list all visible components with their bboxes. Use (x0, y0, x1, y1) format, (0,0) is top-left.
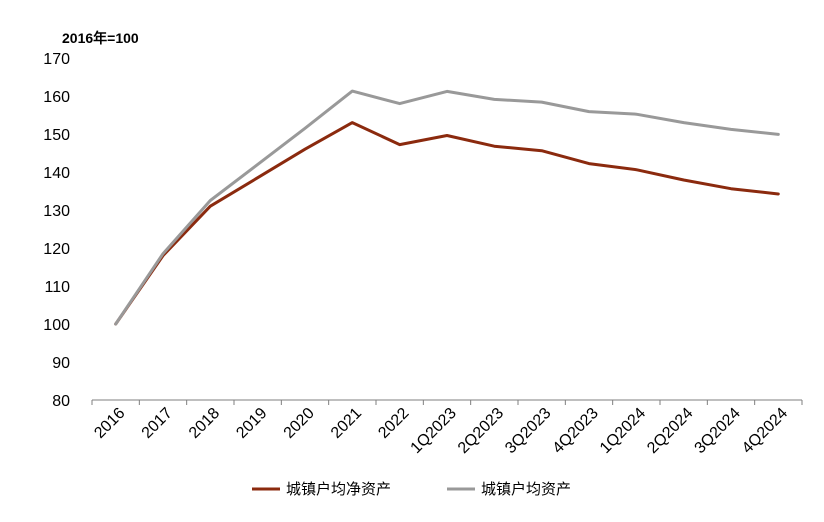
x-tick-label: 4Q2024 (739, 405, 791, 457)
y-tick-label: 160 (43, 89, 70, 106)
x-tick-label: 3Q2024 (692, 405, 744, 457)
y-tick-label: 120 (43, 241, 70, 258)
series-lines (114, 89, 780, 326)
x-tick-label: 4Q2023 (550, 405, 602, 457)
x-tick-label: 1Q2023 (408, 405, 460, 457)
x-tick-label: 2Q2024 (644, 405, 696, 457)
x-tick-label: 2019 (233, 405, 270, 442)
y-tick-label: 110 (44, 279, 70, 296)
x-tick-label: 1Q2024 (597, 405, 649, 457)
y-tick-label: 130 (43, 203, 70, 220)
x-tick-label: 2016 (91, 405, 128, 442)
unit-label: 2016年=100 (62, 30, 139, 46)
x-tick-label: 2021 (328, 405, 365, 442)
x-tick-label: 2020 (281, 405, 318, 442)
x-tick-label: 2Q2023 (455, 405, 507, 457)
y-tick-label: 90 (52, 355, 70, 372)
y-tick-label: 170 (43, 51, 70, 68)
x-tick-label: 2017 (139, 405, 176, 442)
legend-label: 城镇户均净资产 (286, 481, 391, 498)
x-tick-label: 3Q2023 (502, 405, 554, 457)
y-tick-label: 100 (43, 317, 70, 334)
series-line-2 (114, 89, 780, 326)
y-axis: 80 90 100 110 120 130 140 150 160 170 (43, 51, 70, 410)
y-tick-label: 80 (52, 393, 70, 410)
y-tick-label: 150 (43, 127, 70, 144)
x-tick-label: 2018 (186, 405, 223, 442)
series-line-1 (114, 121, 780, 326)
x-tick-label: 2022 (375, 405, 412, 442)
y-tick-label: 140 (43, 165, 70, 182)
legend-label: 城镇户均资产 (481, 481, 571, 498)
x-axis: 2016 2017 2018 2019 2020 2021 20221Q20232Q2023… (91, 400, 803, 457)
legend: 城镇户均净资产 城镇户均资产 (252, 481, 571, 498)
